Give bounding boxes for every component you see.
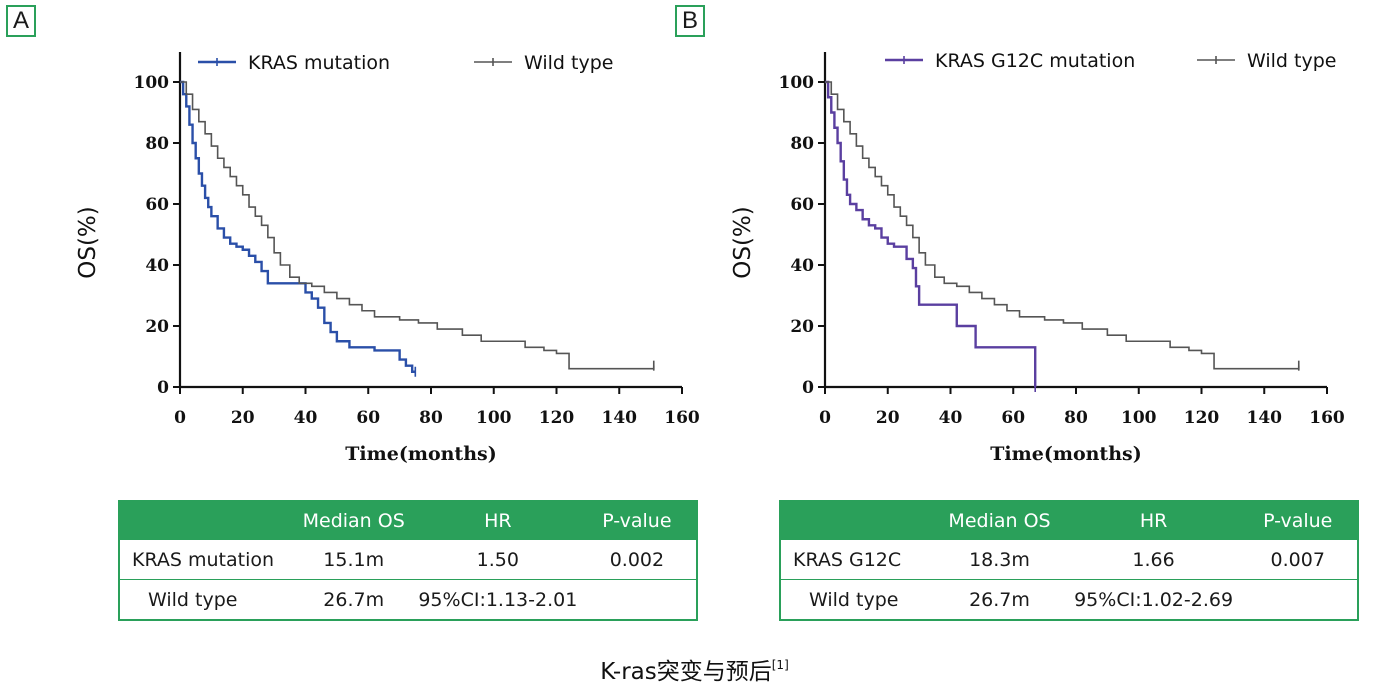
table-cell: 26.7m: [969, 588, 1030, 611]
table-cell: KRAS mutation: [119, 540, 290, 580]
km-chart: 0 20 40 60 80 100 0 20 40 60 80 100 120 140 160 Time(mo…: [730, 50, 1345, 465]
table-cell: 0.002: [577, 540, 697, 580]
x-tick-label: 60: [1001, 408, 1025, 428]
table-header-cell: Median OS: [289, 501, 418, 540]
y-tick-label: 60: [790, 195, 814, 215]
y-tick-label: 40: [790, 256, 814, 276]
y-tick-label: 100: [779, 73, 815, 93]
table-cell: [1238, 580, 1358, 621]
x-tick-label: 120: [1184, 408, 1220, 428]
table-row: Wild type 26.7m 95%CI:1.13-2.01: [119, 580, 697, 621]
table-header-cell: HR: [1068, 501, 1239, 540]
legend-label: Wild type: [524, 52, 613, 74]
table-header-cell: HR: [417, 501, 578, 540]
y-tick-label: 0: [157, 378, 169, 398]
stats-table: Median OS HR P-value KRAS G12C 18.3m 1.6…: [779, 500, 1359, 621]
y-tick-label: 80: [790, 134, 814, 154]
table-cell: 15.1m: [289, 540, 418, 580]
y-tick-label: 40: [145, 256, 169, 276]
x-tick-label: 100: [1121, 408, 1157, 428]
x-tick-label: 40: [294, 408, 318, 428]
legend-label: KRAS G12C mutation: [935, 50, 1135, 72]
x-tick-label: 140: [602, 408, 638, 428]
table-row: KRAS mutation 15.1m 1.50 0.002: [119, 540, 697, 580]
caption-reference: [1]: [771, 658, 789, 672]
x-tick-label: 60: [356, 408, 380, 428]
table-cell: 18.3m: [930, 540, 1069, 580]
panel-label: A: [6, 5, 36, 37]
y-tick-label: 80: [145, 134, 169, 154]
table-cell: Wild type: [809, 588, 899, 611]
x-tick-label: 80: [1064, 408, 1088, 428]
series-line: [825, 81, 1300, 370]
stats-table: Median OS HR P-value KRAS mutation 15.1m…: [118, 500, 698, 621]
y-tick-label: 0: [802, 378, 814, 398]
panel-label: B: [675, 5, 705, 37]
legend-label: KRAS mutation: [248, 52, 390, 74]
table-cell: KRAS G12C: [780, 540, 931, 580]
x-tick-label: 40: [939, 408, 963, 428]
x-tick-label: 160: [664, 408, 700, 428]
x-tick-label: 0: [174, 408, 186, 428]
series-line: [180, 80, 416, 373]
legend-label: Wild type: [1247, 50, 1336, 72]
table-cell: 1.66: [1068, 540, 1239, 580]
table-cell: 1.50: [417, 540, 578, 580]
series-line: [180, 81, 655, 370]
x-tick-label: 20: [231, 408, 255, 428]
x-tick-label: 160: [1309, 408, 1345, 428]
table-cell: Wild type: [148, 588, 238, 611]
x-axis-title: Time(months): [990, 443, 1141, 465]
x-axis-title: Time(months): [345, 443, 496, 465]
table-cell: 95%CI:1.02-2.69: [1074, 588, 1234, 611]
x-tick-label: 20: [876, 408, 900, 428]
y-tick-label: 100: [134, 73, 170, 93]
table-header-cell: [119, 501, 290, 540]
x-tick-label: 80: [419, 408, 443, 428]
table-row: KRAS G12C 18.3m 1.66 0.007: [780, 540, 1358, 580]
table-cell: 0.007: [1238, 540, 1358, 580]
table-header-cell: P-value: [577, 501, 697, 540]
x-tick-label: 100: [476, 408, 512, 428]
table-header-cell: [780, 501, 931, 540]
table-header-row: Median OS HR P-value: [780, 501, 1358, 540]
table-header-cell: Median OS: [930, 501, 1069, 540]
y-tick-label: 60: [145, 195, 169, 215]
y-axis-title: OS(%): [75, 206, 101, 279]
x-tick-label: 120: [539, 408, 575, 428]
y-axis-title: OS(%): [730, 206, 756, 279]
x-tick-label: 0: [819, 408, 831, 428]
table-cell: 95%CI:1.13-2.01: [418, 588, 578, 611]
table-row: Wild type 26.7m 95%CI:1.02-2.69: [780, 580, 1358, 621]
km-chart: 0 20 40 60 80 100 0 20 40 60 80 100 120 140 160 Time(mo…: [75, 52, 700, 465]
y-tick-label: 20: [790, 317, 814, 337]
caption-text: K-ras突变与预后: [600, 659, 772, 685]
table-header-cell: P-value: [1238, 501, 1358, 540]
series-line: [825, 80, 1037, 387]
table-cell: 26.7m: [323, 588, 385, 611]
figure-caption: K-ras突变与预后[1]: [0, 652, 1389, 686]
panel-a: A 0 20 40 60 80 100 0 20 40 60 80 100 120 140 160 Time(…: [0, 0, 700, 640]
table-header-row: Median OS HR P-value: [119, 501, 697, 540]
panel-b: B 0 20 40 60 80 100 0 20 40 60 80 100 120 140 160 Time(…: [645, 0, 1359, 640]
x-tick-label: 140: [1247, 408, 1283, 428]
y-tick-label: 20: [145, 317, 169, 337]
